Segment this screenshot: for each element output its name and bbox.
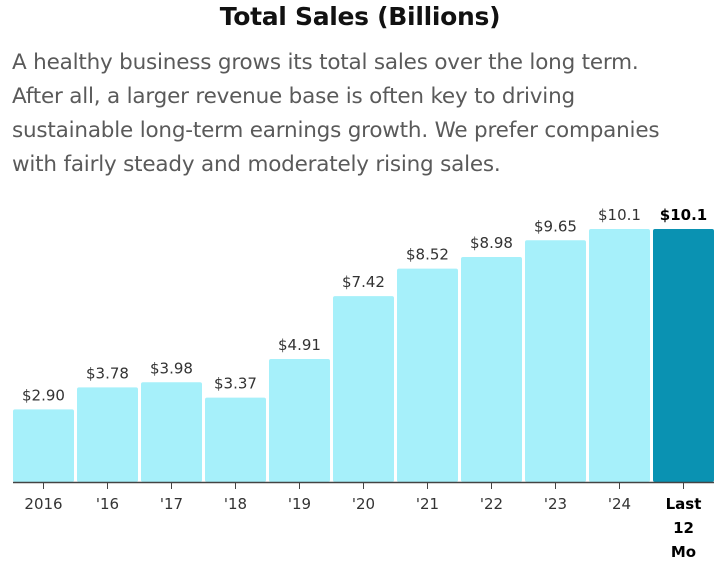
description-line: After all, a larger revenue base is ofte… [12, 84, 575, 109]
data-label: $7.42 [342, 273, 385, 291]
bar-10 [653, 229, 714, 482]
bar-4 [269, 359, 330, 482]
data-label: $3.78 [86, 364, 129, 382]
description-line: A healthy business grows its total sales… [12, 50, 639, 75]
data-label: $10.1 [660, 206, 707, 224]
x-tick-label: Last 12 Mo [666, 495, 702, 561]
x-tick-label: '19 [288, 495, 311, 513]
x-tick-label: '17 [160, 495, 183, 513]
data-label: $8.52 [406, 246, 449, 264]
bar-7 [461, 257, 522, 482]
bar-0 [13, 409, 74, 482]
bar-8 [525, 240, 586, 482]
description-line: with fairly steady and moderately rising… [12, 152, 501, 177]
x-tick-label: '23 [544, 495, 567, 513]
data-label: $8.98 [470, 234, 513, 252]
data-label: $3.98 [150, 359, 193, 377]
bar-6 [397, 268, 458, 482]
x-tick-label: '24 [608, 495, 631, 513]
bar-2 [141, 382, 202, 482]
bar-9 [589, 229, 650, 482]
data-label: $3.37 [214, 375, 257, 393]
x-tick-label: 2016 [24, 495, 62, 513]
x-tick-label: '20 [352, 495, 375, 513]
bar-3 [205, 397, 266, 482]
x-tick-label: '16 [96, 495, 119, 513]
chart-description: A healthy business grows its total sales… [12, 46, 712, 182]
data-label: $10.1 [598, 206, 641, 224]
data-label: $4.91 [278, 336, 321, 354]
bar-5 [333, 296, 394, 482]
data-label: $9.65 [534, 217, 577, 235]
x-tick-label: '21 [416, 495, 439, 513]
chart-title: Total Sales (Billions) [219, 2, 501, 31]
x-tick-label: '22 [480, 495, 503, 513]
bar-1 [77, 387, 138, 482]
description-line: sustainable long-term earnings growth. W… [12, 118, 660, 143]
x-tick-label: '18 [224, 495, 247, 513]
data-label: $2.90 [22, 386, 65, 404]
